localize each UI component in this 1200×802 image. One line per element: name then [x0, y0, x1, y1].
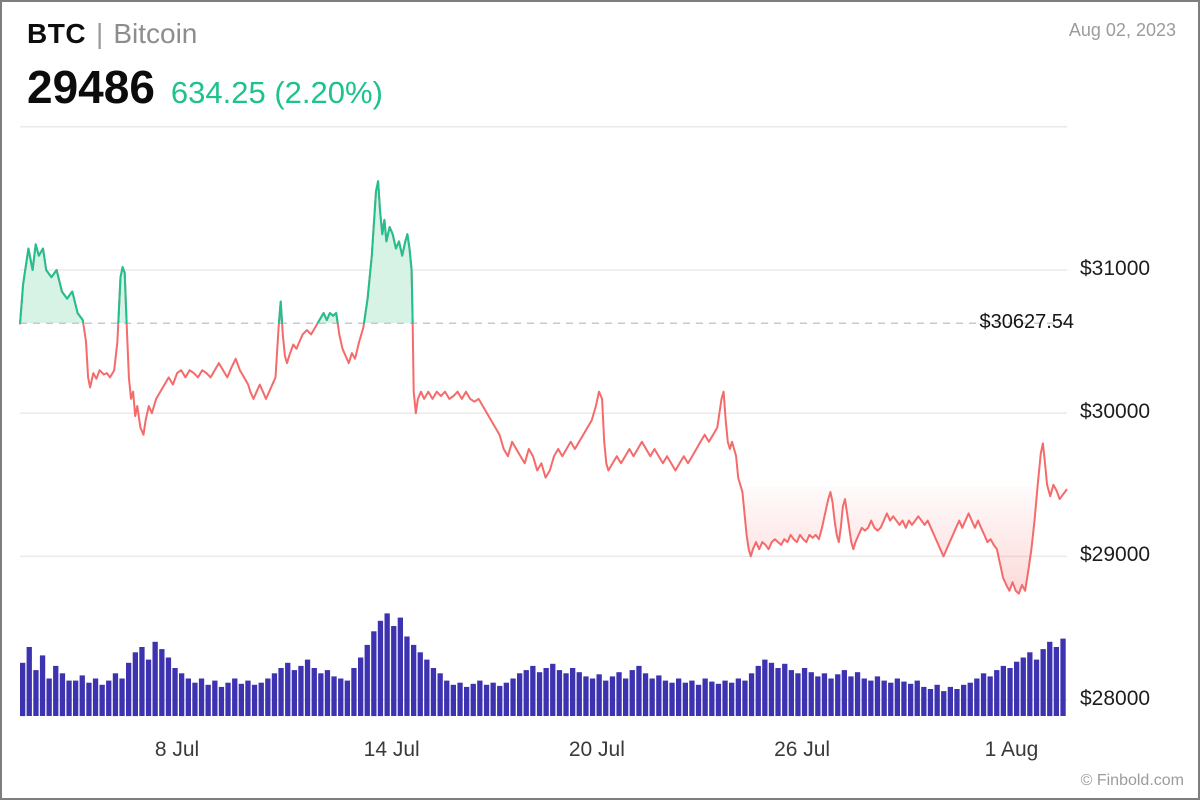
reference-price-label: $30627.54 — [979, 311, 1074, 334]
coin-name: Bitcoin — [113, 18, 198, 49]
date-label: Aug 02, 2023 — [1068, 20, 1176, 40]
price-change: 634.25 (2.20%) — [170, 75, 383, 110]
current-price: 29486 — [27, 61, 155, 113]
ticker-symbol: BTC — [27, 18, 87, 49]
instrument-header: BTC | Bitcoin — [27, 18, 197, 50]
price-row: 29486 634.25 (2.20%) — [27, 60, 383, 114]
watermark: © Finbold.com — [1080, 772, 1184, 789]
header-separator: | — [96, 18, 104, 49]
